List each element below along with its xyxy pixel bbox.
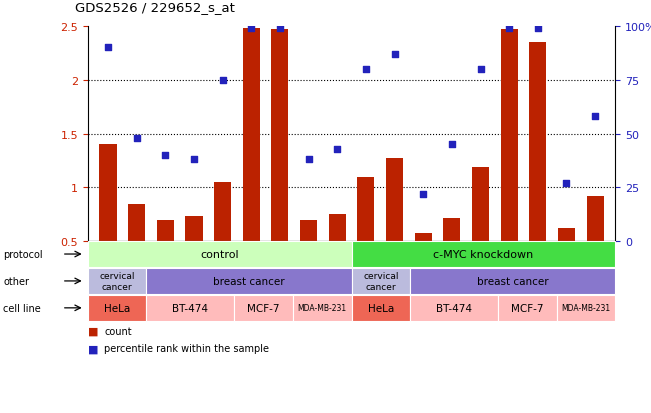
Point [533, 26, 543, 32]
Bar [329, 215, 346, 242]
Point [160, 152, 171, 159]
Point [475, 66, 486, 73]
Point [389, 52, 400, 58]
Text: BT-474: BT-474 [436, 303, 472, 313]
Point [361, 66, 371, 73]
Bar [186, 217, 202, 242]
Bar [558, 229, 575, 242]
Bar [243, 29, 260, 242]
Text: cervical
cancer: cervical cancer [363, 272, 398, 291]
Bar [443, 218, 460, 242]
Point [418, 191, 428, 198]
Text: MCF-7: MCF-7 [247, 303, 280, 313]
Bar [472, 168, 489, 242]
Text: breast cancer: breast cancer [213, 276, 285, 286]
Bar [157, 220, 174, 242]
Point [303, 157, 314, 163]
Bar [386, 159, 403, 242]
Point [132, 135, 142, 142]
Text: BT-474: BT-474 [173, 303, 208, 313]
Point [217, 77, 228, 84]
Text: MCF-7: MCF-7 [511, 303, 544, 313]
Point [189, 157, 199, 163]
Point [590, 114, 600, 120]
Bar [300, 220, 317, 242]
Text: MDA-MB-231: MDA-MB-231 [561, 304, 611, 313]
Text: GDS2526 / 229652_s_at: GDS2526 / 229652_s_at [75, 2, 235, 14]
Text: ■: ■ [88, 344, 98, 354]
Text: cervical
cancer: cervical cancer [100, 272, 135, 291]
Bar [357, 177, 374, 242]
Text: protocol: protocol [3, 249, 43, 259]
Point [275, 26, 285, 32]
Point [332, 146, 342, 152]
Text: breast cancer: breast cancer [477, 276, 549, 286]
Point [561, 180, 572, 187]
Bar [587, 197, 603, 242]
Text: control: control [201, 249, 239, 259]
Text: cell line: cell line [3, 303, 41, 313]
Text: MDA-MB-231: MDA-MB-231 [298, 304, 347, 313]
Text: other: other [3, 276, 29, 286]
Text: percentile rank within the sample: percentile rank within the sample [104, 344, 269, 354]
Bar [271, 30, 288, 242]
Point [447, 142, 457, 148]
Text: c-MYC knockdown: c-MYC knockdown [434, 249, 533, 259]
Bar [415, 233, 432, 242]
Point [103, 45, 113, 52]
Point [504, 26, 514, 32]
Bar [214, 183, 231, 242]
Text: HeLa: HeLa [368, 303, 394, 313]
Text: HeLa: HeLa [104, 303, 130, 313]
Text: ■: ■ [88, 326, 98, 336]
Bar [501, 30, 518, 242]
Text: count: count [104, 326, 132, 336]
Point [246, 26, 256, 32]
Bar [128, 204, 145, 242]
Bar [100, 145, 117, 242]
Bar [529, 43, 546, 242]
